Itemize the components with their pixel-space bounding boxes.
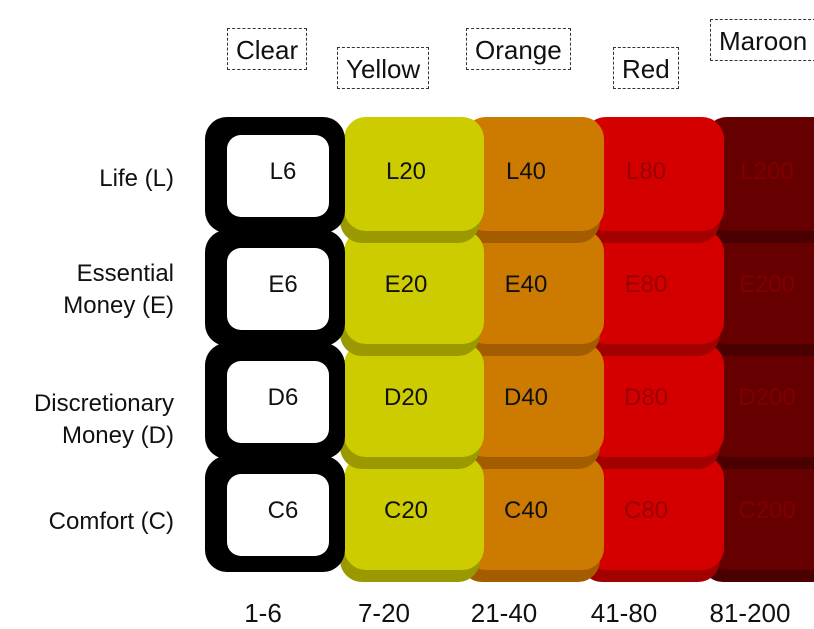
row-label-discretionary-line1: Discretionary (33, 390, 174, 417)
cell-text-l200: L200 (740, 158, 793, 185)
cell-text-l80: L80 (626, 158, 666, 185)
cell-d200: D200 (701, 343, 814, 469)
cell-text-d6: D6 (268, 384, 299, 411)
row-label-comfort-line1: Comfort (C) (48, 508, 174, 535)
cell-c20: C20 (340, 456, 484, 582)
cell-text-c40: C40 (504, 497, 548, 524)
cell-c6: C6 (205, 456, 345, 572)
cell-text-e6: E6 (268, 271, 297, 298)
cell-text-l20: L20 (386, 158, 426, 185)
cell-text-d40: D40 (504, 384, 548, 411)
cell-text-d20: D20 (384, 384, 428, 411)
cell-text-e20: E20 (385, 271, 428, 298)
blocks-layer: C200 D200 E200 L200 C80 D80 E80 L80 C40 D40 E40 L40… (205, 117, 814, 582)
cell-l80: L80 (580, 117, 724, 243)
column-label-maroon: Maroon (710, 19, 814, 61)
cell-text-c20: C20 (384, 497, 428, 524)
cell-e40: E40 (460, 230, 604, 356)
row-label-essential-line2: Money (E) (63, 292, 174, 319)
row-label-comfort: Comfort (C) (0, 506, 174, 538)
range-label-maroon: 81-200 (709, 598, 791, 628)
cell-text-c80: C80 (624, 497, 668, 524)
column-label-yellow: Yellow (337, 47, 430, 89)
cell-d40: D40 (460, 343, 604, 469)
row-label-life: Life (L) (0, 163, 174, 195)
cell-c200: C200 (701, 456, 814, 582)
column-label-clear: Clear (227, 28, 308, 70)
cell-d80: D80 (580, 343, 724, 469)
cell-d20: D20 (340, 343, 484, 469)
cell-l40: L40 (460, 117, 604, 243)
row-label-discretionary-line2: Money (D) (61, 422, 174, 449)
cell-e20: E20 (340, 230, 484, 356)
cell-c80: C80 (580, 456, 724, 582)
range-label-yellow: 7-20 (357, 598, 411, 628)
cell-d6: D6 (205, 343, 345, 459)
column-label-orange: Orange (466, 28, 571, 70)
cell-e200: E200 (701, 230, 814, 356)
cell-text-c200: C200 (738, 497, 795, 524)
cell-text-c6: C6 (268, 497, 299, 524)
cell-c40: C40 (460, 456, 604, 582)
range-label-orange: 21-40 (470, 598, 538, 628)
row-label-essential-line1: Essential (76, 260, 174, 287)
cell-text-l6: L6 (270, 158, 297, 185)
row-label-essential-money: Essential Money (E) (0, 258, 174, 322)
cell-l20: L20 (340, 117, 484, 243)
cell-text-d80: D80 (624, 384, 668, 411)
cell-text-e200: E200 (739, 271, 795, 298)
range-label-red: 41-80 (590, 598, 658, 628)
cell-e80: E80 (580, 230, 724, 356)
cell-text-d200: D200 (738, 384, 795, 411)
range-label-clear: 1-6 (244, 598, 282, 628)
cell-l6: L6 (205, 117, 345, 233)
column-label-red: Red (613, 47, 679, 89)
cell-text-e80: E80 (625, 271, 668, 298)
cell-text-e40: E40 (505, 271, 548, 298)
cell-text-l40: L40 (506, 158, 546, 185)
cell-e6: E6 (205, 230, 345, 346)
row-label-discretionary-money: Discretionary Money (D) (0, 388, 174, 452)
row-label-life-line1: Life (L) (99, 165, 174, 192)
cell-l200: L200 (701, 117, 814, 243)
